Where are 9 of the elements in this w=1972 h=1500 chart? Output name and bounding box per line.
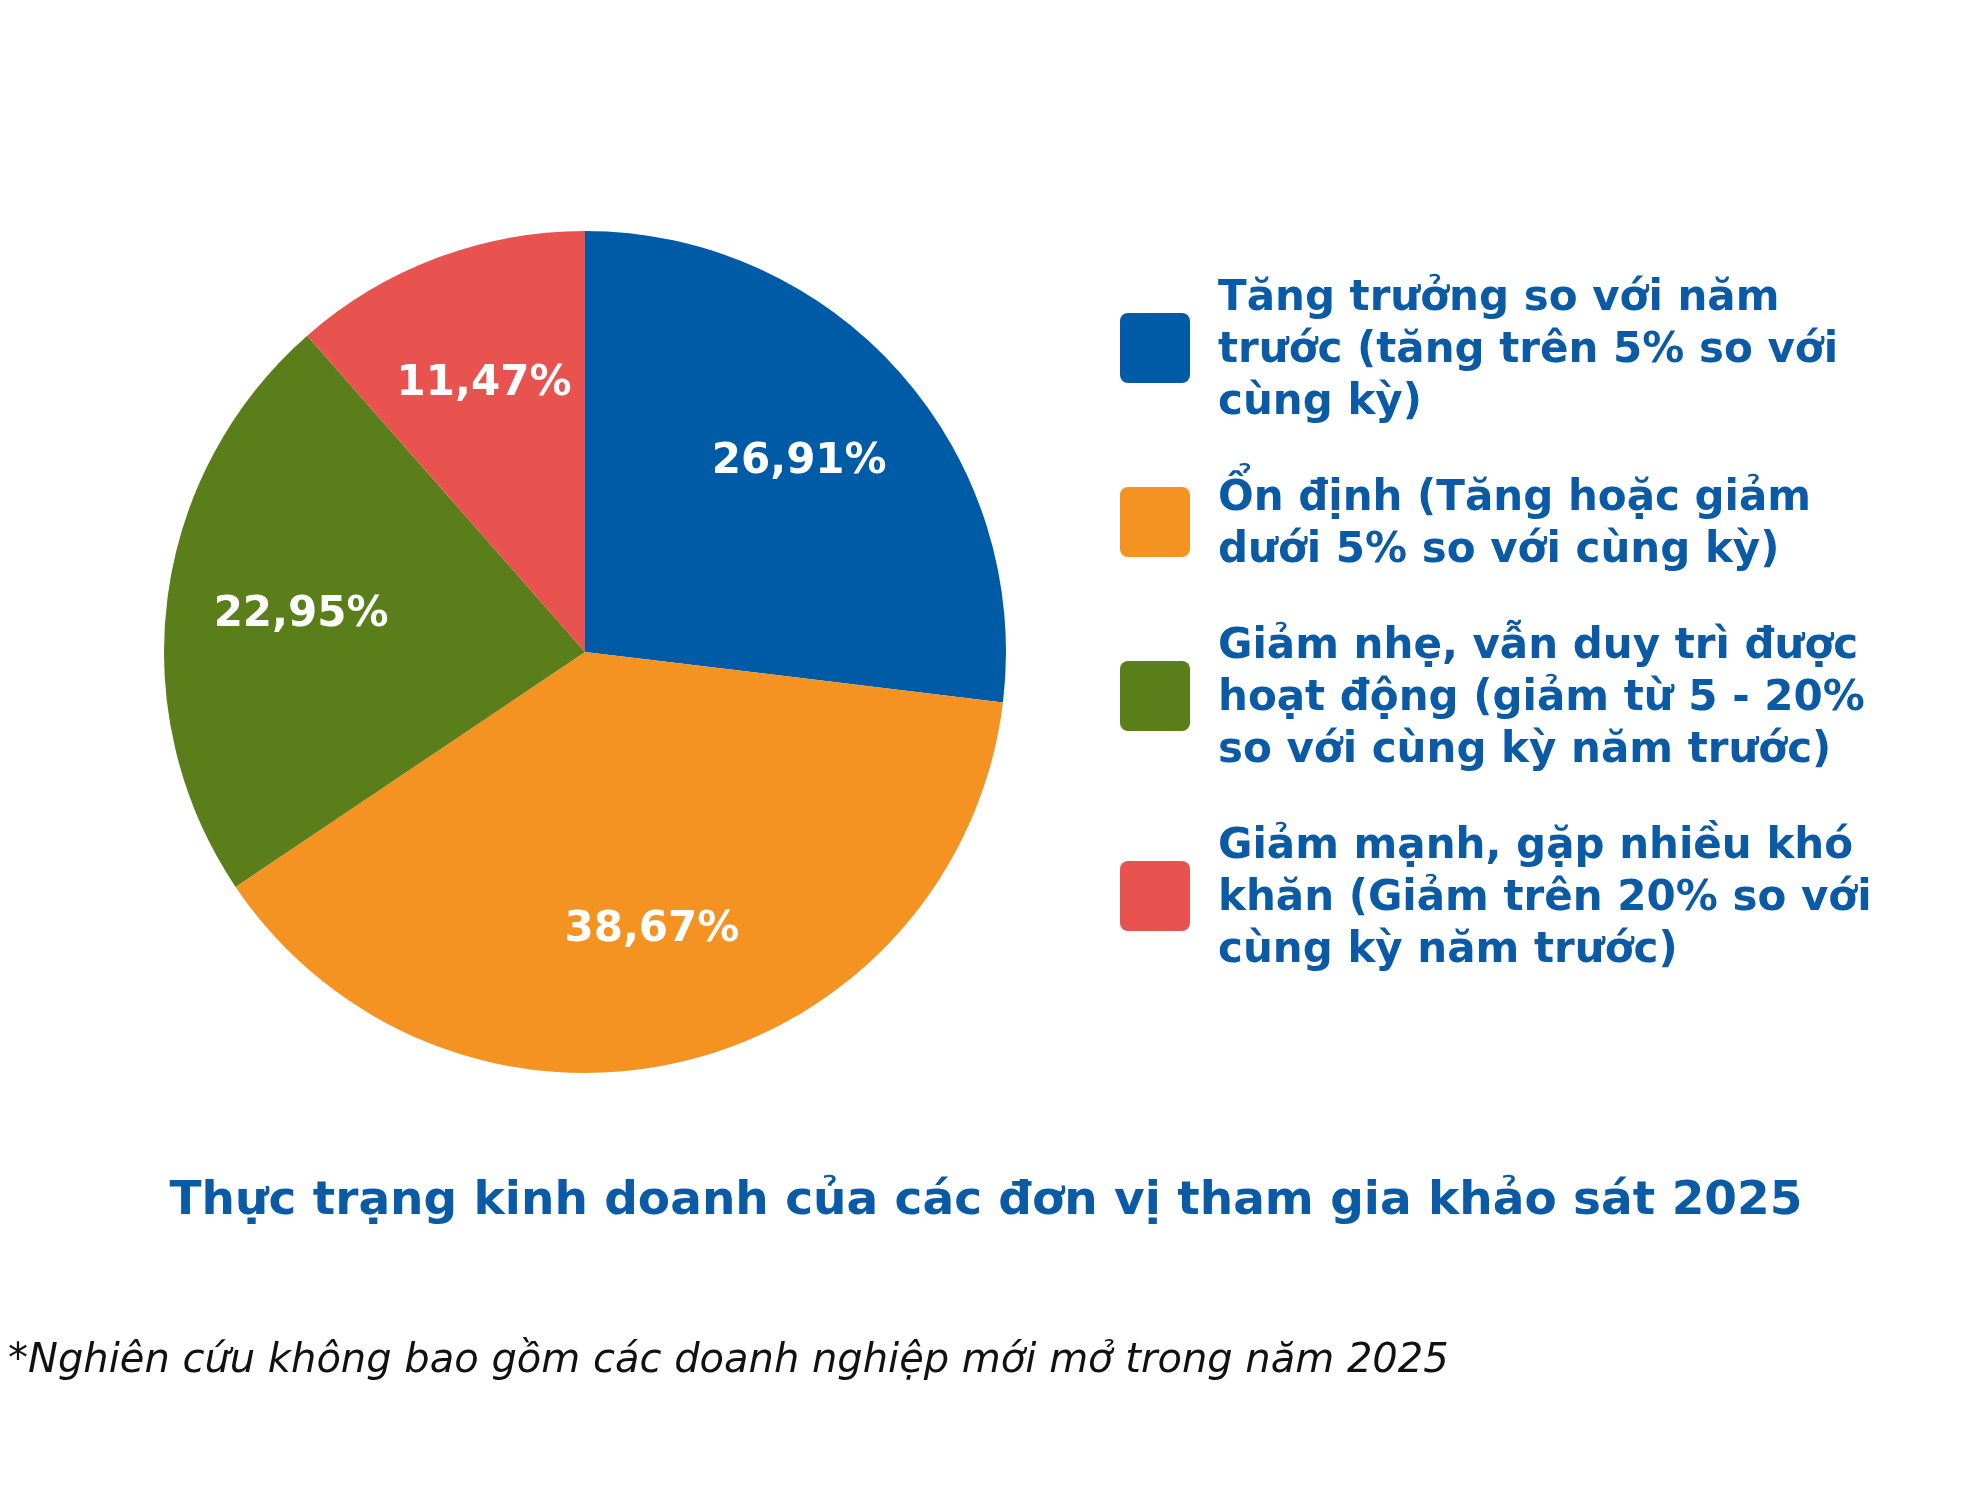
legend-label: Giảm mạnh, gặp nhiều khó khăn (Giảm trên 20% so với cùng kỳ năm trước)	[1218, 818, 1873, 974]
data-label: 26,91%	[711, 433, 887, 483]
legend-label: Tăng trưởng so với năm trước (tăng trên 5% so với cùng kỳ)	[1218, 270, 1840, 426]
data-label: 38,67%	[564, 902, 740, 952]
data-label: 11,47%	[396, 356, 572, 406]
legend-label: Giảm nhẹ, vẫn duy trì được hoạt động (giảm từ 5 - 20% so với cùng kỳ năm trước)	[1218, 618, 1866, 774]
text: *Nghiên cứu không bao gồm các doanh nghiệp mới mở trong năm 2025	[8, 1335, 1449, 1381]
data-label: 22,95%	[213, 587, 389, 637]
text: Thực trạng kinh doanh của các đơn vị tham gia khảo sát 2025	[168, 1170, 1804, 1225]
